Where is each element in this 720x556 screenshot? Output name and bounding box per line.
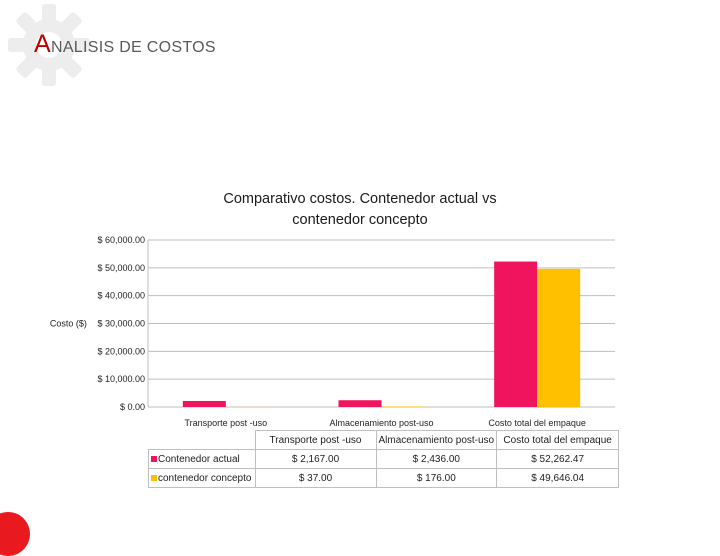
table-header-cell: Costo total del empaque xyxy=(497,431,619,450)
table-header-cell: Transporte post -uso xyxy=(255,431,376,450)
y-tick-label: $ 30,000.00 xyxy=(97,319,145,329)
table-cell: $ 37.00 xyxy=(255,469,376,488)
bars xyxy=(183,262,580,407)
bar-0-2 xyxy=(494,262,537,407)
table-cell: $ 2,167.00 xyxy=(255,450,376,469)
legend-entry-contenedor-concepto: contenedor concepto xyxy=(149,469,256,488)
table-cell: $ 52,262.47 xyxy=(497,450,619,469)
y-tick-label: $ 0.00 xyxy=(120,402,145,412)
table-row: Contenedor actual $ 2,167.00 $ 2,436.00 … xyxy=(149,450,619,469)
table-cell: $ 176.00 xyxy=(376,469,497,488)
chart-data-table: Transporte post -uso Almacenamiento post… xyxy=(148,430,619,488)
table-header-row: Transporte post -uso Almacenamiento post… xyxy=(149,431,619,450)
y-tick-label: $ 40,000.00 xyxy=(97,291,145,301)
y-tick-label: $ 10,000.00 xyxy=(97,374,145,384)
legend-swatch xyxy=(151,475,157,481)
y-axis-title: Costo ($) xyxy=(50,319,87,329)
bar-1-2 xyxy=(537,269,580,407)
y-tick-label: $ 20,000.00 xyxy=(97,346,145,356)
bar-0-1 xyxy=(339,400,382,407)
table-header-cell: Almacenamiento post-uso xyxy=(376,431,497,450)
legend-entry-contenedor-actual: Contenedor actual xyxy=(149,450,256,469)
y-tick-label: $ 60,000.00 xyxy=(97,235,145,245)
legend-label: Contenedor actual xyxy=(158,454,240,465)
y-tick-label: $ 50,000.00 xyxy=(97,263,145,273)
table-cell: $ 2,436.00 xyxy=(376,450,497,469)
legend-swatch xyxy=(151,456,157,462)
table-corner xyxy=(149,431,256,450)
x-tick-label: Transporte post -uso xyxy=(184,418,267,428)
table-row: contenedor concepto $ 37.00 $ 176.00 $ 4… xyxy=(149,469,619,488)
legend-label: contenedor concepto xyxy=(158,473,251,484)
x-axis-labels: Transporte post -uso Almacenamiento post-… xyxy=(184,418,585,428)
bar-0-0 xyxy=(183,401,226,407)
table-cell: $ 49,646.04 xyxy=(497,469,619,488)
y-axis: $ 0.00 $ 10,000.00 $ 20,000.00 $ 30,000.00 $… xyxy=(50,235,148,412)
x-tick-label: Almacenamiento post-uso xyxy=(329,418,433,428)
x-tick-label: Costo total del empaque xyxy=(488,418,586,428)
